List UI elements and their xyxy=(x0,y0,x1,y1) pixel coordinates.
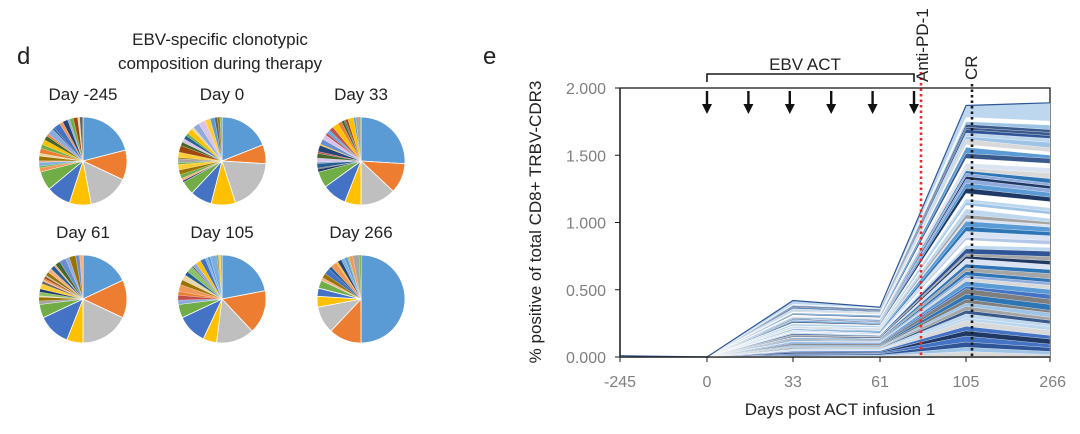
panel-d-heading-line1: EBV-specific clonotypic xyxy=(132,30,308,49)
pie-chart xyxy=(316,254,406,344)
x-tick-label: -245 xyxy=(604,374,636,391)
pie-slice xyxy=(360,116,406,165)
pie-title: Day 0 xyxy=(199,85,245,104)
panel-d-heading: EBV-specific clonotypic composition duri… xyxy=(90,28,350,76)
pie-title: Day 266 xyxy=(329,223,393,242)
infusion-arrow-head xyxy=(826,104,837,114)
pie-slice xyxy=(221,290,267,332)
pie-slice xyxy=(79,254,84,300)
panel-e-letter: e xyxy=(483,43,497,70)
panel-d-letter: d xyxy=(17,43,31,70)
x-tick-label: 33 xyxy=(784,374,802,391)
pie-title: Day 33 xyxy=(334,85,388,104)
infusion-arrow-head xyxy=(784,104,795,114)
pie-slice xyxy=(82,254,124,300)
pie-slice xyxy=(220,254,223,300)
ebv-act-bracket xyxy=(706,73,915,82)
x-tick-label: 0 xyxy=(703,374,712,391)
pie-slice xyxy=(82,116,127,162)
pie-slice xyxy=(82,298,124,344)
panel-d-heading-line2: composition during therapy xyxy=(117,54,323,73)
infusion-arrow-head xyxy=(743,104,754,114)
infusion-arrow-head xyxy=(909,104,919,114)
y-axis-label: % positive of total CD8+ TRBV-CDR3 xyxy=(526,81,545,364)
y-tick-label: 0.000 xyxy=(566,350,606,367)
pie-slice xyxy=(359,254,362,300)
x-tick-label: 266 xyxy=(1039,374,1066,391)
y-tick-label: 1.000 xyxy=(566,216,606,233)
y-tick-label: 1.500 xyxy=(566,148,606,165)
infusion-arrow-head xyxy=(702,104,712,114)
y-tick-label: 0.500 xyxy=(566,283,606,300)
x-tick-label: 105 xyxy=(953,374,980,391)
infusion-arrow-head xyxy=(867,104,878,114)
pie-title: Day 105 xyxy=(190,223,254,242)
y-tick-label: 2.000 xyxy=(566,81,606,98)
pie-chart xyxy=(316,116,406,206)
ebv-act-label: EBV ACT xyxy=(769,55,841,74)
cr-label: CR xyxy=(962,55,981,80)
x-tick-label: 61 xyxy=(871,374,889,391)
pie-title: Day 61 xyxy=(56,223,110,242)
pie-slice xyxy=(360,254,406,344)
anti-pd1-label: Anti-PD-1 xyxy=(913,8,932,82)
x-axis-label: Days post ACT infusion 1 xyxy=(745,400,936,419)
pie-chart xyxy=(177,254,267,344)
pie-slice xyxy=(219,116,223,162)
pie-title: Day -245 xyxy=(48,85,118,104)
pie-slice xyxy=(360,116,362,162)
pie-slice xyxy=(221,160,267,204)
pie-slice xyxy=(221,116,264,162)
pie-chart xyxy=(38,116,128,206)
pie-slice xyxy=(221,254,266,300)
pie-chart xyxy=(177,116,267,206)
pie-chart xyxy=(38,254,128,344)
